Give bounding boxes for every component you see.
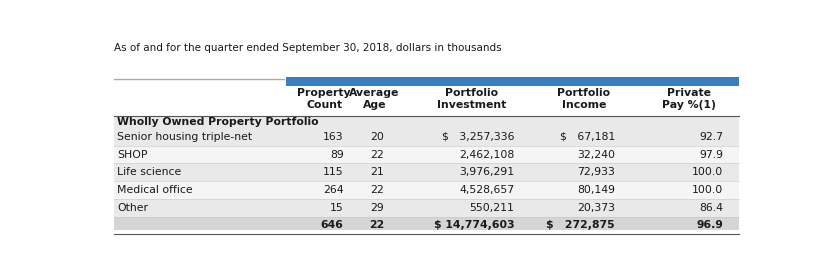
Text: Private
Pay %(1): Private Pay %(1) [662,88,715,110]
FancyBboxPatch shape [114,216,739,234]
Text: $   3,257,336: $ 3,257,336 [442,132,514,142]
Text: 115: 115 [323,167,344,177]
Text: Wholly Owned Property Portfolio: Wholly Owned Property Portfolio [117,117,319,127]
Text: $ 14,774,603: $ 14,774,603 [433,220,514,230]
Text: 97.9: 97.9 [700,150,724,159]
Text: 96.9: 96.9 [696,220,724,230]
Text: Portfolio
Income: Portfolio Income [557,88,610,110]
Text: 32,240: 32,240 [577,150,615,159]
Text: SHOP: SHOP [117,150,148,159]
Text: 20: 20 [370,132,384,142]
Text: As of and for the quarter ended September 30, 2018, dollars in thousands: As of and for the quarter ended Septembe… [114,43,502,53]
Text: 92.7: 92.7 [700,132,724,142]
FancyBboxPatch shape [285,77,739,86]
Text: $   67,181: $ 67,181 [560,132,615,142]
Text: 646: 646 [321,220,344,230]
Text: 80,149: 80,149 [577,185,615,195]
Text: Medical office: Medical office [117,185,193,195]
Text: 29: 29 [370,203,384,213]
Text: 4,528,657: 4,528,657 [459,185,514,195]
Text: Life science: Life science [117,167,182,177]
Text: 86.4: 86.4 [700,203,724,213]
Text: 22: 22 [370,185,384,195]
FancyBboxPatch shape [114,163,739,181]
Text: 22: 22 [370,150,384,159]
FancyBboxPatch shape [114,128,739,146]
Text: 3,976,291: 3,976,291 [459,167,514,177]
FancyBboxPatch shape [114,199,739,216]
Text: Senior housing triple-net: Senior housing triple-net [117,132,252,142]
Text: 20,373: 20,373 [577,203,615,213]
Text: 21: 21 [370,167,384,177]
Text: 100.0: 100.0 [692,185,724,195]
Text: Other: Other [117,203,148,213]
FancyBboxPatch shape [114,146,739,163]
Text: 100.0: 100.0 [692,167,724,177]
Text: 264: 264 [323,185,344,195]
Text: Portfolio
Investment: Portfolio Investment [437,88,506,110]
FancyBboxPatch shape [114,181,739,199]
Text: Property
Count: Property Count [298,88,351,110]
Text: 15: 15 [330,203,344,213]
Text: $   272,875: $ 272,875 [547,220,615,230]
Text: 22: 22 [369,220,384,230]
Text: Average
Age: Average Age [350,88,399,110]
Text: 163: 163 [323,132,344,142]
Text: 89: 89 [330,150,344,159]
FancyBboxPatch shape [114,116,739,128]
Text: 550,211: 550,211 [469,203,514,213]
Text: 2,462,108: 2,462,108 [459,150,514,159]
Text: 72,933: 72,933 [577,167,615,177]
